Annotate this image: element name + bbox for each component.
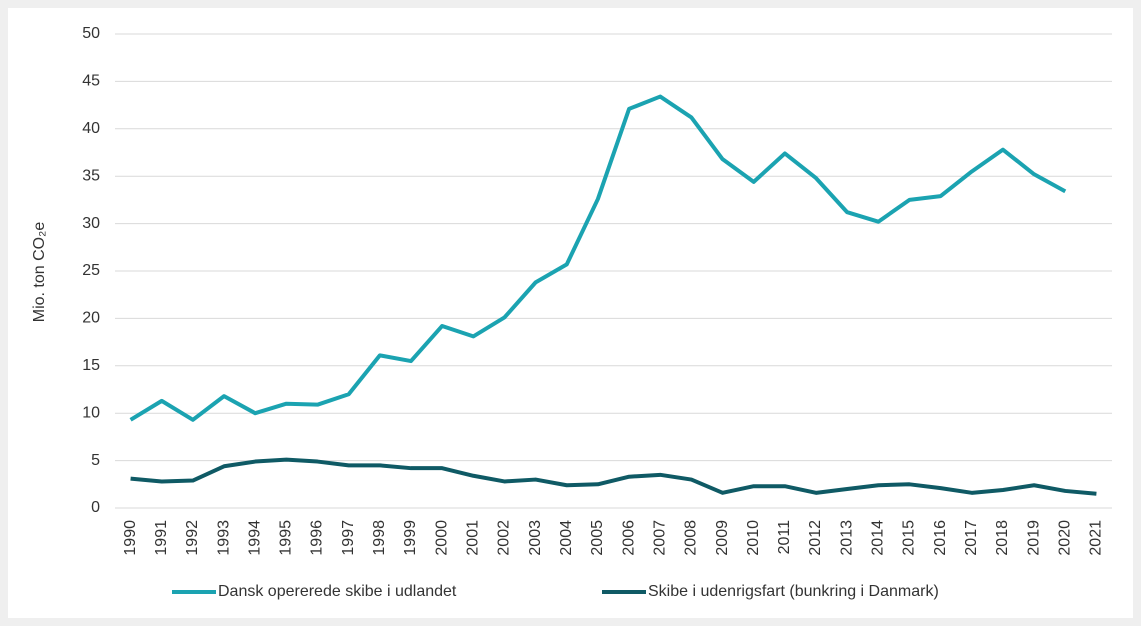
x-tick-label: 2003 bbox=[527, 520, 544, 556]
panel bbox=[8, 8, 1133, 618]
x-tick-label: 1992 bbox=[184, 520, 201, 556]
y-tick-label: 20 bbox=[82, 310, 100, 327]
x-tick-label: 2011 bbox=[776, 520, 793, 555]
x-tick-label: 2007 bbox=[651, 520, 668, 556]
x-tick-label: 2020 bbox=[1056, 520, 1073, 556]
legend-label: Dansk opererede skibe i udlandet bbox=[218, 583, 457, 600]
x-tick-label: 2006 bbox=[620, 520, 637, 556]
x-tick-label: 2008 bbox=[683, 520, 700, 556]
y-tick-label: 10 bbox=[82, 404, 100, 421]
y-tick-label: 45 bbox=[82, 73, 100, 90]
x-tick-label: 1990 bbox=[122, 520, 139, 556]
x-tick-label: 2019 bbox=[1025, 520, 1042, 556]
x-tick-label: 2010 bbox=[745, 520, 762, 556]
x-tick-label: 1994 bbox=[246, 520, 263, 556]
y-tick-label: 35 bbox=[82, 167, 100, 184]
x-tick-label: 2005 bbox=[589, 520, 606, 556]
x-tick-label: 2014 bbox=[870, 520, 887, 556]
series-line bbox=[129, 94, 1067, 422]
y-axis-label: Mio. ton CO₂e bbox=[31, 222, 48, 323]
x-tick-label: 1997 bbox=[340, 520, 357, 556]
legend-label: Skibe i udenrigsfart (bunkring i Danmark… bbox=[648, 583, 939, 600]
x-tick-label: 1993 bbox=[215, 520, 232, 556]
x-tick-label: 2001 bbox=[465, 520, 482, 556]
y-tick-label: 5 bbox=[91, 452, 100, 469]
y-tick-label: 30 bbox=[82, 215, 100, 232]
x-tick-label: 1995 bbox=[278, 520, 295, 556]
y-tick-label: 50 bbox=[82, 25, 100, 42]
x-tick-label: 2017 bbox=[963, 520, 980, 556]
x-tick-label: 2012 bbox=[807, 520, 824, 556]
x-tick-label: 1991 bbox=[153, 520, 170, 556]
y-tick-label: 25 bbox=[82, 262, 100, 279]
series-line bbox=[130, 457, 1097, 496]
x-tick-label: 1999 bbox=[402, 520, 419, 556]
x-tick-label: 2016 bbox=[932, 520, 949, 556]
x-tick-label: 2018 bbox=[994, 520, 1011, 556]
x-tick-label: 2000 bbox=[433, 520, 450, 556]
x-tick-label: 2021 bbox=[1088, 520, 1105, 556]
x-tick-label: 2009 bbox=[714, 520, 731, 556]
x-tick-label: 2004 bbox=[558, 520, 575, 556]
x-tick-label: 1998 bbox=[371, 520, 388, 556]
y-tick-label: 0 bbox=[91, 499, 100, 516]
x-tick-label: 2013 bbox=[838, 520, 855, 556]
y-tick-label: 40 bbox=[82, 120, 100, 137]
x-tick-label: 2002 bbox=[496, 520, 513, 556]
x-tick-label: 1996 bbox=[309, 520, 326, 556]
y-tick-label: 15 bbox=[82, 357, 100, 374]
x-tick-label: 2015 bbox=[901, 520, 918, 556]
